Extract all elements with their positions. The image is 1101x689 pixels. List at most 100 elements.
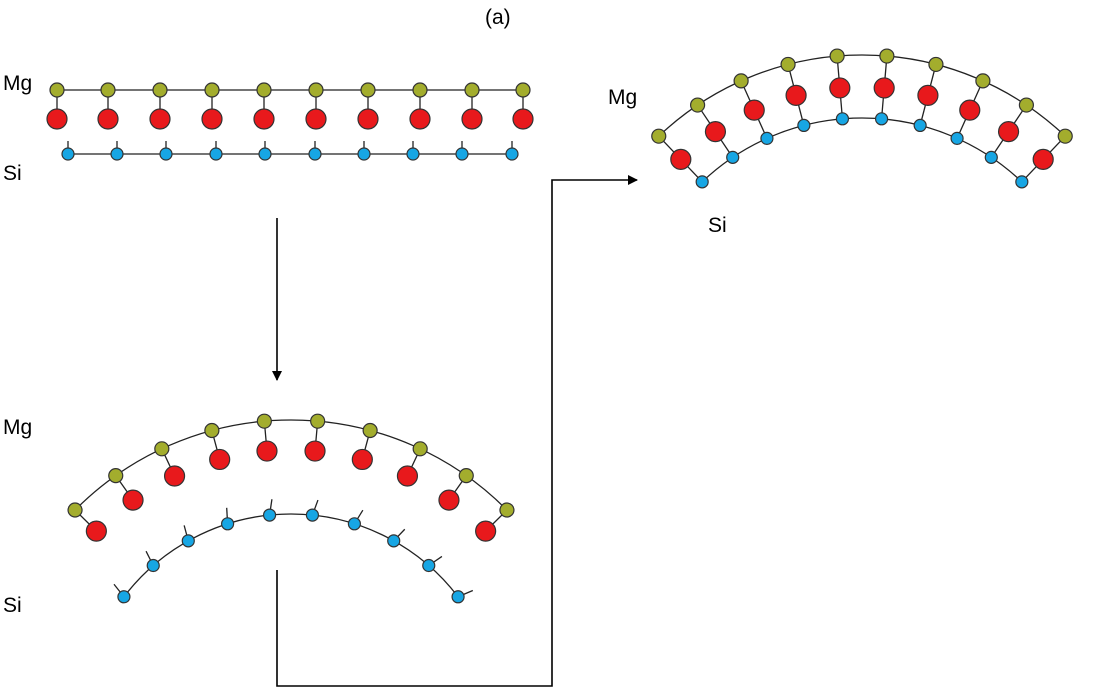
si-atom: [950, 131, 964, 145]
mg-atom: [152, 82, 168, 98]
mg-atom: [310, 413, 326, 429]
o-atom: [917, 84, 939, 106]
si-atom: [221, 517, 235, 531]
mg-atom: [1018, 97, 1034, 113]
o-atom: [357, 108, 379, 130]
o-atom: [959, 99, 981, 121]
si-label: Si: [3, 594, 22, 617]
o-atom: [461, 108, 483, 130]
o-atom: [305, 108, 327, 130]
si-atom: [110, 147, 124, 161]
si-atom: [258, 147, 272, 161]
o-atom: [396, 465, 419, 487]
mg-atom: [928, 56, 944, 73]
mg-atom: [1057, 128, 1073, 144]
mg-atom: [256, 82, 272, 98]
o-atom: [785, 84, 807, 106]
o-atom: [122, 489, 144, 511]
si-label: Si: [3, 162, 22, 185]
o-atom: [304, 440, 326, 462]
mg-atom: [515, 82, 531, 98]
o-atom: [209, 448, 231, 471]
si-layer: [123, 513, 459, 598]
mg-atom: [829, 48, 845, 64]
si-atom: [984, 150, 998, 164]
si-label: Si: [708, 214, 727, 237]
si-atom: [913, 118, 927, 133]
o-atom: [670, 148, 692, 170]
mg-atom: [100, 82, 116, 98]
mg-atom: [733, 73, 749, 89]
o-atom: [201, 108, 223, 130]
mg-atom: [360, 82, 376, 98]
si-atom: [146, 558, 160, 573]
si-atom: [357, 147, 371, 161]
mg-atom: [204, 82, 220, 98]
si-atom: [835, 112, 850, 126]
mg-atom: [256, 413, 272, 429]
si-atom: [505, 147, 519, 161]
mg-atom: [412, 82, 428, 98]
o-atom: [85, 520, 107, 542]
o-atom: [351, 448, 373, 471]
mg-atom: [651, 128, 667, 144]
si-atom: [117, 590, 131, 604]
mg-label: Mg: [3, 416, 32, 439]
mg-label: Mg: [608, 86, 637, 109]
o-atom: [475, 520, 497, 542]
o-atom: [409, 108, 431, 130]
mg-atom: [67, 502, 83, 518]
si-atom: [305, 508, 320, 522]
si-atom: [455, 147, 469, 161]
o-atom: [743, 99, 765, 121]
si-atom: [159, 147, 173, 161]
si-atom: [695, 175, 709, 189]
panel-title: (a): [485, 6, 511, 29]
o-atom: [256, 440, 278, 462]
mg-label: Mg: [3, 72, 32, 95]
o-atom: [97, 108, 119, 130]
si-atom: [797, 118, 811, 133]
si-atom: [181, 534, 195, 548]
mg-atom: [204, 422, 220, 439]
o-atom: [1032, 148, 1054, 170]
si-atom: [874, 112, 889, 126]
si-atom: [422, 558, 436, 573]
arrow: [276, 175, 638, 687]
mg-atom: [458, 468, 474, 484]
si-atom: [347, 517, 361, 531]
o-atom: [46, 108, 68, 130]
o-atom: [829, 77, 851, 99]
o-atom: [163, 465, 186, 487]
si-atom: [451, 590, 465, 604]
si-atom: [61, 147, 75, 161]
o-atom: [149, 108, 171, 130]
o-atom: [997, 121, 1020, 143]
mg-atom: [975, 73, 991, 89]
o-atom: [873, 77, 895, 99]
atoms: [46, 48, 1073, 604]
si-atom: [209, 147, 223, 161]
mg-layer: [74, 419, 508, 511]
mg-atom: [154, 441, 170, 457]
o-atom: [512, 108, 534, 130]
mg-atom: [464, 82, 480, 98]
si-layer: [701, 117, 1023, 183]
si-atom: [760, 131, 774, 145]
mg-atom: [49, 82, 65, 98]
o-atom: [253, 108, 275, 130]
si-atom: [406, 147, 420, 161]
mg-atom: [879, 48, 895, 64]
o-atom: [704, 121, 727, 143]
mg-atom: [690, 97, 706, 113]
mg-atom: [780, 56, 796, 73]
mg-atom: [362, 422, 378, 439]
o-atom: [438, 489, 460, 511]
si-atom: [262, 508, 277, 522]
si-atom: [308, 147, 322, 161]
si-atom: [726, 150, 740, 164]
si-atom: [387, 534, 401, 548]
mg-atom: [412, 441, 428, 457]
mg-layer: [658, 54, 1066, 137]
